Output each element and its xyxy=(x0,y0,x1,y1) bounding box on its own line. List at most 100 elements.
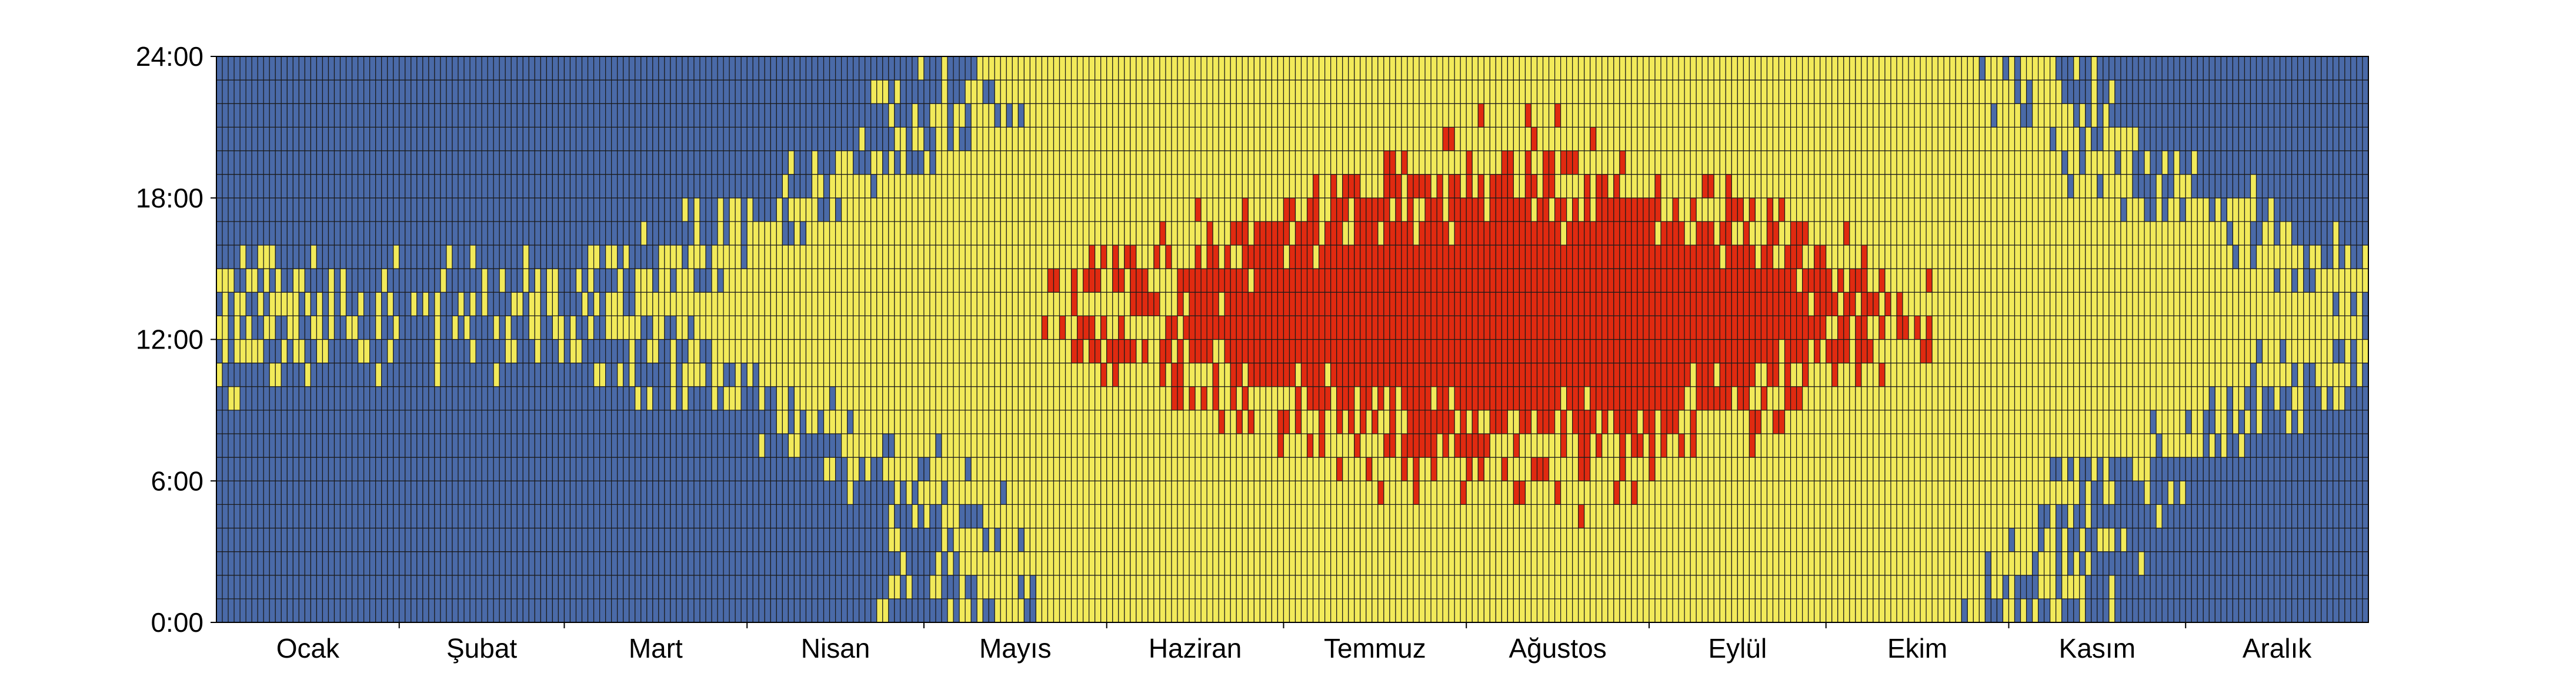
heatmap-cell xyxy=(682,551,689,576)
heatmap-cell xyxy=(493,410,500,434)
heatmap-cell xyxy=(1171,150,1178,175)
heatmap-cell xyxy=(505,79,512,104)
heatmap-cell xyxy=(917,268,925,293)
heatmap-cell xyxy=(257,268,264,293)
heatmap-cell xyxy=(434,575,441,599)
heatmap-cell xyxy=(841,527,848,552)
heatmap-cell xyxy=(1177,551,1184,576)
heatmap-cell xyxy=(292,197,299,222)
heatmap-cell xyxy=(941,386,948,411)
heatmap-cell xyxy=(788,433,795,458)
heatmap-cell xyxy=(522,527,529,552)
heatmap-cell xyxy=(304,527,311,552)
heatmap-cell xyxy=(245,268,252,293)
heatmap-cell xyxy=(558,103,565,128)
heatmap-cell xyxy=(228,56,235,81)
heatmap-cell xyxy=(345,410,353,434)
heatmap-cell xyxy=(357,221,365,246)
heatmap-cell xyxy=(900,598,907,623)
heatmap-cell xyxy=(853,56,860,81)
heatmap-cell xyxy=(416,221,423,246)
heatmap-cell xyxy=(829,457,836,481)
heatmap-cell xyxy=(351,244,359,269)
heatmap-cell xyxy=(540,527,547,552)
heatmap-cell xyxy=(729,244,736,269)
heatmap-cell xyxy=(1395,363,1402,387)
heatmap-cell xyxy=(658,150,665,175)
heatmap-cell xyxy=(363,315,371,340)
heatmap-cell xyxy=(469,197,476,222)
heatmap-cell xyxy=(463,197,471,222)
heatmap-cell xyxy=(894,221,901,246)
heatmap-cell xyxy=(1136,410,1143,434)
heatmap-cell xyxy=(670,457,677,481)
heatmap-cell xyxy=(705,598,712,623)
heatmap-cell xyxy=(516,527,523,552)
heatmap-cell xyxy=(876,103,883,128)
heatmap-cell xyxy=(387,598,394,623)
heatmap-cell xyxy=(405,504,412,529)
heatmap-cell xyxy=(587,103,595,128)
heatmap-cell xyxy=(776,126,783,152)
heatmap-cell xyxy=(735,197,742,222)
heatmap-cell xyxy=(740,551,748,576)
heatmap-cell xyxy=(1142,150,1149,175)
heatmap-cell xyxy=(758,504,765,529)
heatmap-cell xyxy=(558,244,565,269)
heatmap-cell xyxy=(652,410,659,434)
heatmap-cell xyxy=(1283,598,1290,623)
heatmap-cell xyxy=(1130,174,1137,199)
heatmap-cell xyxy=(841,598,848,623)
heatmap-cell xyxy=(1442,527,1449,552)
heatmap-cell xyxy=(393,197,400,222)
heatmap-cell xyxy=(569,457,577,481)
heatmap-cell xyxy=(1401,244,1408,269)
heatmap-cell xyxy=(463,315,471,340)
heatmap-cell xyxy=(1253,527,1260,552)
heatmap-cell xyxy=(245,363,252,387)
heatmap-cell xyxy=(953,268,960,293)
heatmap-cell xyxy=(970,315,977,340)
heatmap-cell xyxy=(1300,197,1308,222)
heatmap-cell xyxy=(298,56,305,81)
heatmap-cell xyxy=(605,56,612,81)
heatmap-cell xyxy=(375,174,382,199)
heatmap-cell xyxy=(1083,363,1090,387)
heatmap-cell xyxy=(1059,79,1066,104)
heatmap-cell xyxy=(1130,150,1137,175)
heatmap-cell xyxy=(758,268,765,293)
heatmap-cell xyxy=(1336,103,1343,128)
heatmap-cell xyxy=(652,527,659,552)
heatmap-cell xyxy=(1183,197,1190,222)
heatmap-cell xyxy=(823,174,830,199)
heatmap-cell xyxy=(664,575,671,599)
heatmap-cell xyxy=(1118,457,1125,481)
heatmap-cell xyxy=(1377,551,1384,576)
heatmap-cell xyxy=(269,410,276,434)
heatmap-cell xyxy=(1236,433,1243,458)
heatmap-cell xyxy=(499,103,506,128)
heatmap-cell xyxy=(900,292,907,316)
heatmap-cell xyxy=(552,197,559,222)
heatmap-cell xyxy=(428,268,435,293)
heatmap-cell xyxy=(239,551,246,576)
heatmap-cell xyxy=(1319,126,1326,152)
heatmap-cell xyxy=(1118,315,1125,340)
heatmap-cell xyxy=(499,457,506,481)
heatmap-cell xyxy=(941,457,948,481)
heatmap-cell xyxy=(629,527,636,552)
heatmap-cell xyxy=(251,480,258,505)
heatmap-cell xyxy=(865,386,872,411)
heatmap-cell xyxy=(1159,598,1166,623)
heatmap-cell xyxy=(563,433,571,458)
heatmap-cell xyxy=(1095,174,1102,199)
heatmap-cell xyxy=(1330,79,1337,104)
heatmap-cell xyxy=(1023,103,1031,128)
heatmap-cell xyxy=(947,598,954,623)
heatmap-cell xyxy=(528,433,535,458)
heatmap-cell xyxy=(1271,197,1279,222)
heatmap-cell xyxy=(275,103,282,128)
heatmap-cell xyxy=(416,244,423,269)
heatmap-cell xyxy=(1159,56,1166,81)
heatmap-cell xyxy=(740,433,748,458)
